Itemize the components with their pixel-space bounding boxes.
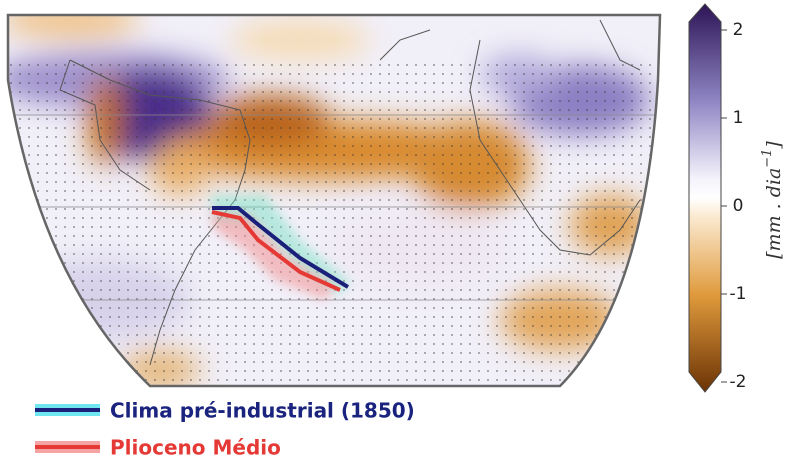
colorbar-tick-label: 2 <box>733 20 744 40</box>
legend-label: Plioceno Médio <box>110 436 281 460</box>
colorbar-label: [mm . dia−1] <box>760 141 786 259</box>
map-frame <box>6 13 662 388</box>
colorbar-tick-label: -1 <box>730 284 747 304</box>
legend-label: Clima pré-industrial (1850) <box>110 399 415 423</box>
colorbar: 2 1 0 -1 -2 [mm . dia−1] <box>688 3 786 393</box>
latitude-lines <box>8 114 660 301</box>
precipitation-map <box>8 15 660 386</box>
convergence-zones <box>210 195 350 300</box>
legend: Clima pré-industrial (1850) Plioceno Méd… <box>35 399 415 460</box>
colorbar-tick-label: -2 <box>730 372 747 392</box>
colorbar-tick-label: 0 <box>733 196 744 216</box>
colorbar-tick-label: 1 <box>733 108 744 128</box>
